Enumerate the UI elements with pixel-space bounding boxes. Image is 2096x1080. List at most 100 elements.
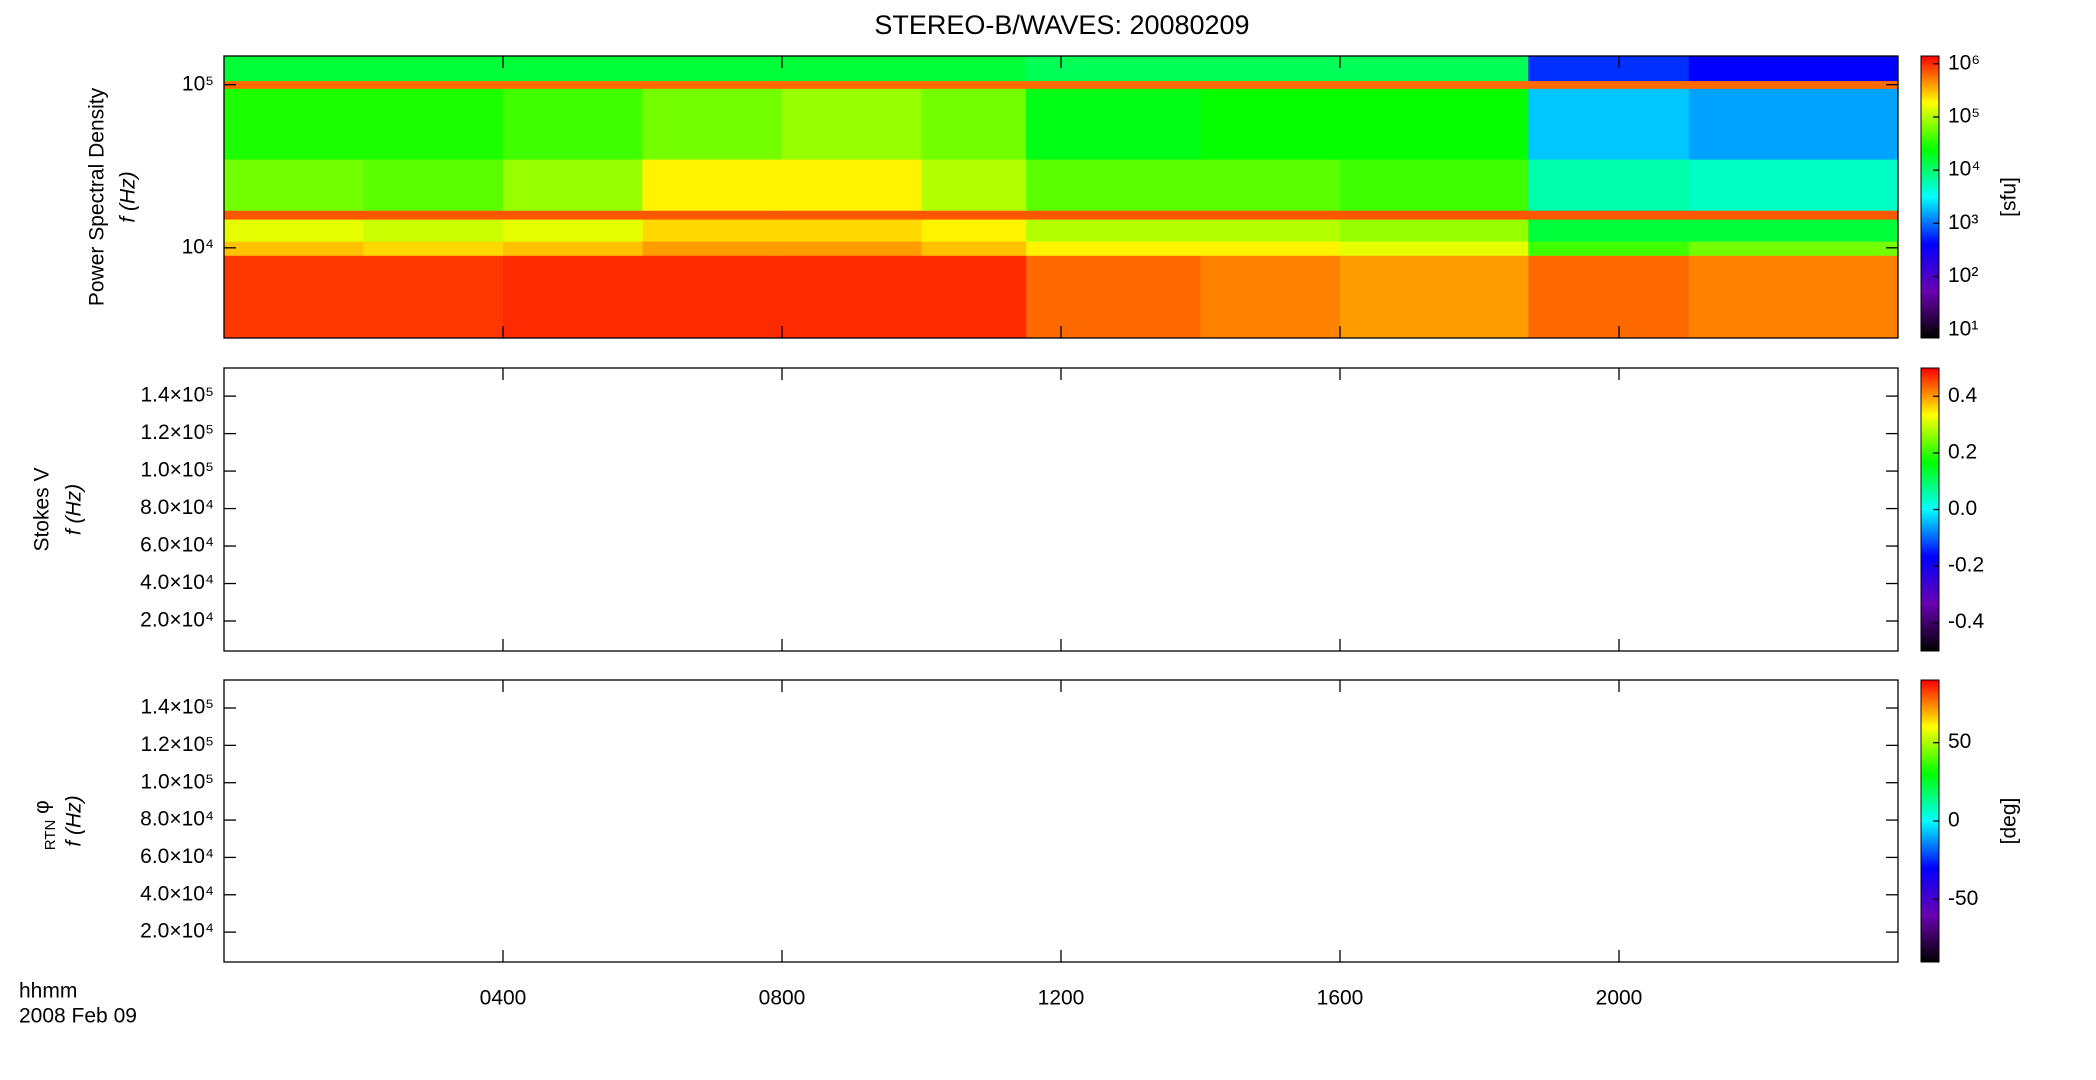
y-axis-label: f (Hz): [117, 171, 140, 222]
x-tick-label: 1600: [1317, 987, 1364, 1010]
y-tick-label: 8.0×10⁴: [140, 808, 214, 831]
spectrogram-cell: [1528, 159, 1690, 211]
colorbar-tick-label: 0.0: [1948, 497, 1977, 520]
spectrogram-cell: [921, 241, 1027, 256]
y-tick-label: 6.0×10⁴: [140, 845, 214, 868]
spectrogram-cell: [363, 219, 504, 242]
x-axis-label: hhmm: [19, 980, 77, 1003]
colorbar: [1920, 55, 1940, 339]
spectrogram-cell: [1688, 80, 1899, 89]
y-tick-label: 2.0×10⁴: [140, 920, 214, 943]
spectrogram-cell: [503, 219, 643, 242]
spectrogram-cell: [1528, 255, 1690, 339]
y-tick-label: 1.2×10⁵: [140, 733, 214, 756]
spectrogram-cell: [921, 56, 1027, 82]
spectrogram-cell: [1340, 219, 1529, 242]
spectrogram-cell: [1026, 219, 1201, 242]
spectrogram-cell: [224, 241, 364, 256]
spectrogram-cell: [503, 255, 643, 339]
y-axis-label: f (Hz): [63, 484, 86, 535]
spectrogram-cell: [642, 80, 783, 89]
spectrogram-cell: [224, 80, 364, 89]
y-tick-label: 1.0×10⁵: [140, 459, 214, 482]
spectrogram-cell: [1026, 80, 1201, 89]
spectrogram-cell: [503, 159, 643, 211]
spectrogram-cell: [921, 210, 1027, 220]
colorbar-tick-label: 10¹: [1948, 317, 1978, 340]
y-tick-label: 10⁴: [182, 235, 214, 258]
spectrogram-cell: [1200, 56, 1341, 82]
colorbar-label: [deg]: [1998, 798, 2021, 845]
spectrogram-cell: [782, 210, 922, 220]
spectrogram-cell: [782, 219, 922, 242]
spectrogram-cell: [921, 88, 1027, 160]
spectrogram-cell: [1026, 241, 1201, 256]
date-label: 2008 Feb 09: [19, 1005, 137, 1028]
spectrogram-cell: [642, 219, 783, 242]
colorbar-tick-label: -0.4: [1948, 610, 1985, 633]
spectrogram-cell: [1340, 241, 1529, 256]
spectrogram-cell: [1200, 255, 1341, 339]
spectrogram-cell: [1026, 56, 1201, 82]
spectrogram-cell: [1026, 210, 1201, 220]
colorbar-tick-label: 0.2: [1948, 440, 1977, 463]
y-axis-label: φ: [31, 800, 54, 814]
spectrogram-cell: [1340, 159, 1529, 211]
colorbar-tick-label: 50: [1948, 730, 1971, 753]
spectrogram-cell: [1200, 210, 1341, 220]
spectrogram-cell: [1026, 255, 1201, 339]
spectrogram-cell: [782, 88, 922, 160]
spectrogram-cell: [1340, 80, 1529, 89]
spectrogram-cell: [1528, 241, 1690, 256]
x-tick-label: 1200: [1038, 987, 1085, 1010]
plot-frame: [223, 367, 1899, 652]
spectrogram-cell: [1688, 241, 1899, 256]
x-tick-label: 0800: [759, 987, 806, 1010]
spectrogram-cell: [224, 255, 364, 339]
y-axis-label: Stokes V: [31, 467, 54, 551]
y-axis-label-sub: RTN: [42, 820, 59, 851]
colorbar-label: [sfu]: [1998, 177, 2021, 217]
spectrogram-cell: [642, 56, 783, 82]
spectrogram-cell: [503, 88, 643, 160]
spectrogram-cell: [1200, 159, 1341, 211]
y-tick-label: 6.0×10⁴: [140, 534, 214, 557]
spectrogram-cell: [1200, 241, 1341, 256]
spectrogram-cell: [1688, 255, 1899, 339]
y-tick-label: 10⁵: [182, 72, 214, 95]
spectrogram-cell: [363, 80, 504, 89]
spectrogram-cell: [1528, 210, 1690, 220]
colorbar-tick-label: 10⁶: [1948, 51, 1980, 74]
colorbar-tick-label: 10²: [1948, 264, 1978, 287]
spectrogram-cell: [1688, 88, 1899, 160]
spectrogram-cell: [1688, 159, 1899, 211]
spectrogram-cell: [642, 241, 783, 256]
spectrogram-cell: [503, 241, 643, 256]
spectrogram-cell: [782, 241, 922, 256]
spectrogram-cell: [921, 159, 1027, 211]
spectrogram-cell: [363, 56, 504, 82]
y-tick-label: 4.0×10⁴: [140, 571, 214, 594]
x-tick-label: 0400: [480, 987, 527, 1010]
plot-frame: [223, 679, 1899, 963]
spectrogram-cell: [1340, 88, 1529, 160]
chart-title: STEREO-B/WAVES: 20080209: [874, 10, 1249, 40]
spectrogram-cell: [1026, 159, 1201, 211]
spectrogram-cell: [782, 56, 922, 82]
spectrogram-cell: [1528, 80, 1690, 89]
y-tick-label: 1.2×10⁵: [140, 421, 214, 444]
spectrogram-cell: [503, 210, 643, 220]
spectrogram-cell: [224, 219, 364, 242]
spectrogram-cell: [1026, 88, 1201, 160]
spectrogram-cell: [363, 210, 504, 220]
y-tick-label: 4.0×10⁴: [140, 882, 214, 905]
y-axis-label: Power Spectral Density: [86, 87, 109, 306]
colorbar-tick-label: -0.2: [1948, 554, 1984, 577]
colorbar-tick-label: 10⁴: [1948, 158, 1980, 181]
y-tick-label: 1.0×10⁵: [140, 770, 214, 793]
spectrogram-cell: [1340, 255, 1529, 339]
y-tick-label: 1.4×10⁵: [140, 384, 214, 407]
spectrogram-cell: [363, 159, 504, 211]
colorbar-tick-label: 10⁵: [1948, 105, 1980, 128]
